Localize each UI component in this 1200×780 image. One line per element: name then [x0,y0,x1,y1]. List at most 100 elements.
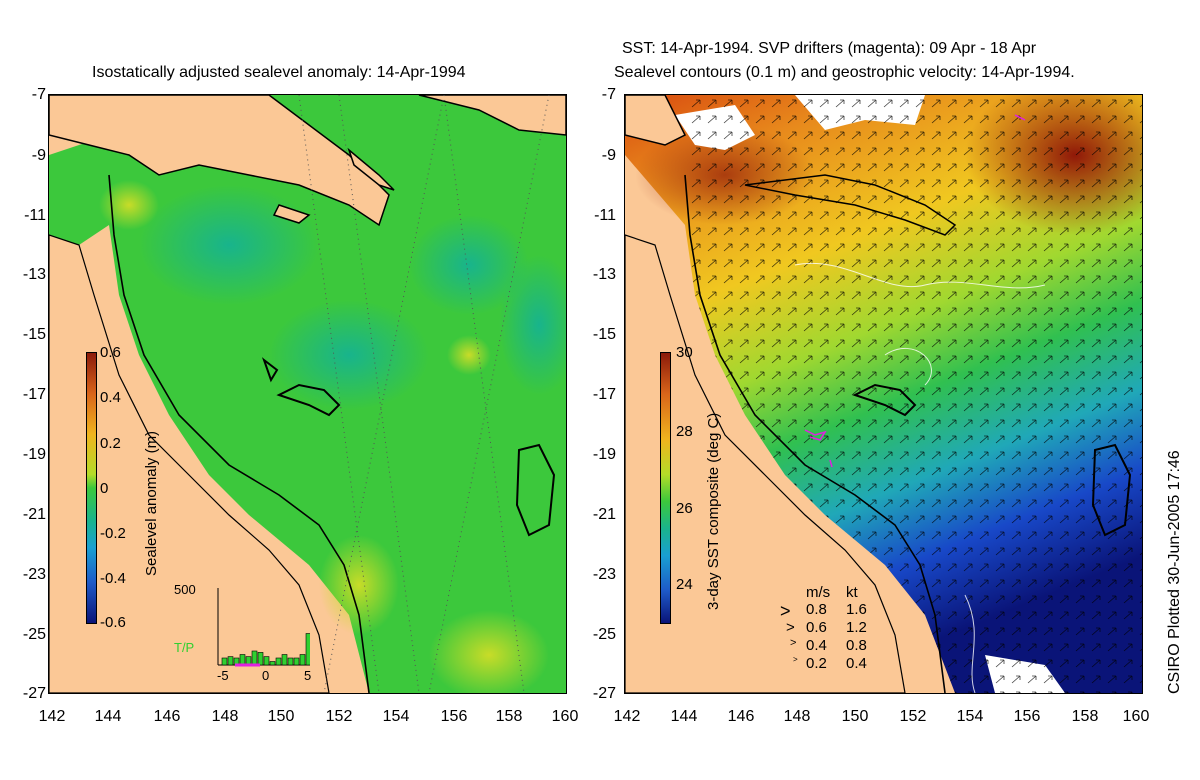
lon-tick: 150 [267,708,295,725]
lat-tick: -13 [592,266,616,283]
lon-tick: 160 [1122,708,1150,725]
arrow-icon: > [786,619,795,636]
sst-colorbar-gradient [660,352,671,624]
legend-kt: 1.2 [846,619,867,636]
colorbar-tick: 26 [676,500,693,517]
sst-map [624,94,1143,694]
lon-tick: 148 [211,708,239,725]
legend-kt: 0.4 [846,655,867,672]
sealevel-colorbar-label: Sealevel anomaly (m) [143,430,160,576]
lat-tick: -17 [22,386,46,403]
legend-header-kt: kt [846,584,858,601]
lon-tick: 142 [38,708,66,725]
lon-tick: 146 [153,708,181,725]
sealevel-map-graphic [49,95,566,693]
lon-tick: 142 [613,708,641,725]
lat-tick: -25 [22,626,46,643]
histogram-bar [269,661,276,666]
lat-tick: -23 [22,566,46,583]
lat-tick: -27 [22,685,46,702]
lon-tick: 152 [899,708,927,725]
histogram-bar [287,657,294,666]
drifter-tracks [804,114,1026,468]
lat-tick: -11 [594,207,616,224]
lat-tick: -19 [592,446,616,463]
sealevel-anomaly-map [48,94,567,694]
lon-tick: 154 [956,708,984,725]
lon-tick: 158 [495,708,523,725]
left-panel-title: Isostatically adjusted sealevel anomaly:… [92,64,466,81]
right-panel-title-line2: Sealevel contours (0.1 m) and geostrophi… [614,64,1075,81]
legend-header-ms: m/s [806,584,831,601]
lat-tick: -11 [24,207,46,224]
histogram-plot [217,588,310,667]
legend-ms: 0.2 [806,655,827,672]
sealevel-colorbar-gradient [86,352,97,624]
lon-tick: 158 [1071,708,1099,725]
plot-credit: CSIRO Plotted 30-Jun-2005 17:46 [1166,450,1183,694]
lon-tick: 156 [1013,708,1041,725]
histogram-bar [263,656,270,666]
lon-tick: 144 [670,708,698,725]
colorbar-tick: -0.2 [100,525,126,542]
lat-tick: -21 [592,506,616,523]
histogram-bar [293,657,300,666]
colorbar-tick: -0.4 [100,570,126,587]
lat-tick: -7 [31,86,46,103]
histogram-bar [227,656,234,666]
lat-tick: -27 [592,685,616,702]
lat-tick: -7 [601,86,616,103]
lat-tick: -23 [592,566,616,583]
legend-ms: 0.6 [806,619,827,636]
histogram-bar [299,654,306,666]
histogram-bar [239,654,246,666]
histogram-bar [281,654,288,666]
arrow-icon: > [780,601,791,621]
lat-tick: -17 [592,386,616,403]
colorbar-tick: 24 [676,576,693,593]
histogram-xtick: -5 [217,668,229,683]
lat-tick: -9 [31,147,46,164]
histogram-xtick: 0 [262,668,270,683]
lon-tick: 156 [440,708,468,725]
arrow-icon: > [790,637,797,649]
lon-tick: 154 [382,708,410,725]
legend-ms: 0.8 [806,601,827,618]
histogram-bar [275,657,282,666]
lat-tick: -13 [22,266,46,283]
sst-map-graphic [625,95,1142,693]
histogram-bar [251,650,258,666]
lon-tick: 152 [325,708,353,725]
histogram-ymax: 500 [174,582,196,597]
lat-tick: -19 [22,446,46,463]
lon-tick: 160 [551,708,579,725]
histogram-bar [257,652,264,666]
histogram-xtick: 5 [304,668,312,683]
colorbar-tick: -0.6 [100,614,126,631]
colorbar-tick: 0.6 [100,344,121,361]
legend-kt: 1.6 [846,601,867,618]
sst-colorbar-label: 3-day SST composite (deg C) [705,412,722,610]
lat-tick: -9 [601,147,616,164]
lon-tick: 148 [783,708,811,725]
colorbar-tick: 0.2 [100,435,121,452]
lat-tick: -21 [22,506,46,523]
lat-tick: -25 [592,626,616,643]
colorbar-tick: 28 [676,423,693,440]
lat-tick: -15 [592,326,616,343]
histogram-bar [305,633,310,666]
satellite-label: T/P [174,640,195,655]
right-panel-title-line1: SST: 14-Apr-1994. SVP drifters (magenta)… [622,40,1037,57]
colorbar-tick: 30 [676,344,693,361]
lon-tick: 146 [727,708,755,725]
histogram-bar [221,657,228,666]
lon-tick: 150 [841,708,869,725]
colorbar-tick: 0 [100,480,109,497]
arrow-icon: > [793,655,798,664]
lat-tick: -15 [22,326,46,343]
histogram-bars [221,633,310,666]
legend-ms: 0.4 [806,637,827,654]
legend-kt: 0.8 [846,637,867,654]
colorbar-tick: 0.4 [100,389,121,406]
lon-tick: 144 [94,708,122,725]
